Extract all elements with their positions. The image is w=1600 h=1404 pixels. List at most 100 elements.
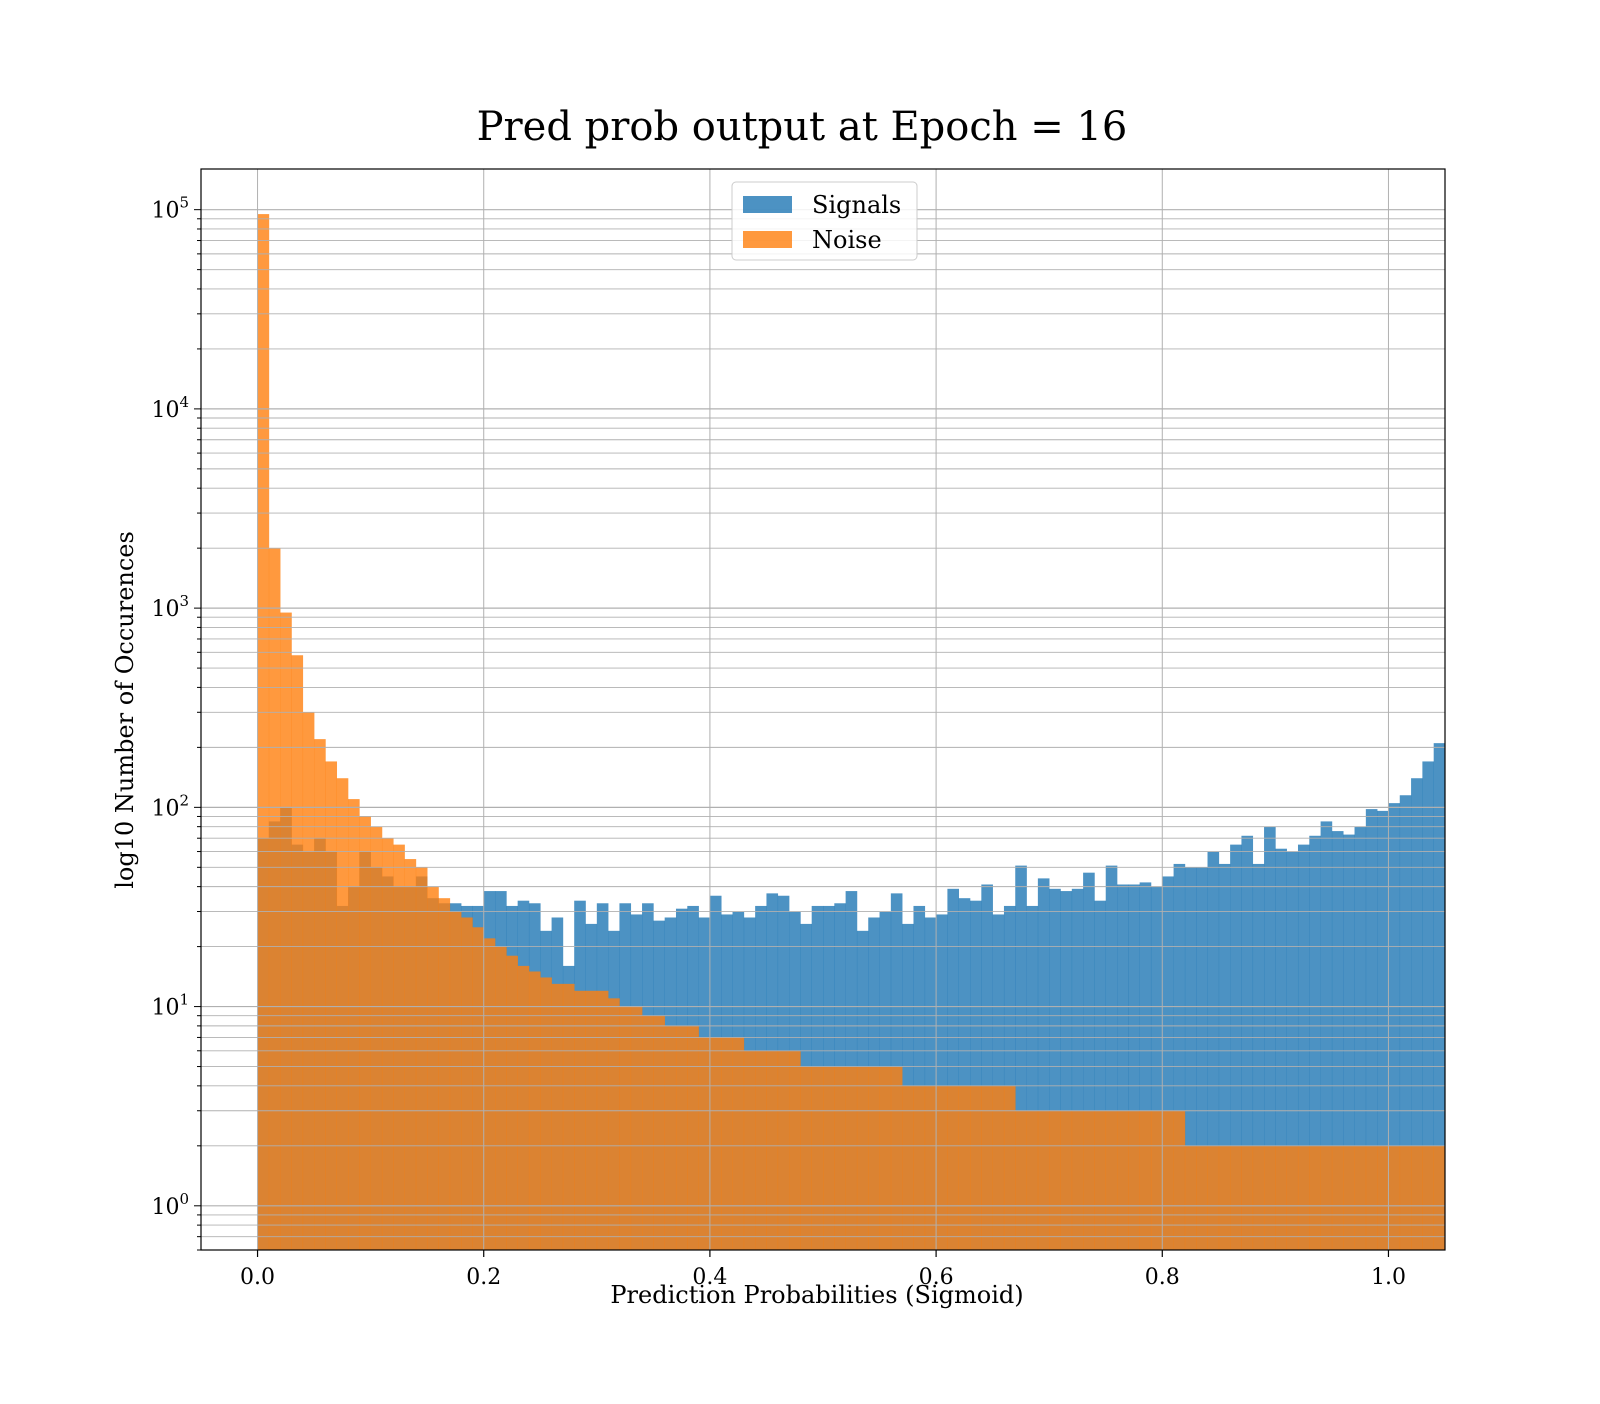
- histogram-bar: [1117, 884, 1129, 1250]
- histogram-bar: [370, 826, 383, 1250]
- y-tick-label: 100: [151, 1190, 189, 1220]
- histogram-bar: [834, 1066, 846, 1250]
- histogram-bar: [348, 799, 360, 1250]
- histogram-bar: [992, 1085, 1005, 1250]
- histogram-bar: [868, 1066, 880, 1250]
- histogram-bar: [653, 1015, 665, 1250]
- histogram-bar: [1365, 1145, 1378, 1250]
- histogram-bar: [947, 888, 960, 1250]
- histogram-bar: [1241, 835, 1254, 1250]
- histogram-bar: [1037, 1110, 1050, 1250]
- histogram-bar: [789, 1050, 801, 1250]
- histogram-bar: [381, 838, 394, 1250]
- histogram-bar: [1071, 1110, 1084, 1250]
- histogram-bar: [675, 1025, 688, 1250]
- histogram-bar: [506, 955, 518, 1250]
- legend-swatch-signals: [743, 196, 792, 213]
- histogram-bar: [1060, 1110, 1073, 1250]
- histogram-bar: [1037, 878, 1050, 1250]
- histogram-bar: [1252, 863, 1265, 1250]
- histogram-bar: [630, 1006, 643, 1250]
- histogram-bar: [755, 1050, 767, 1250]
- histogram-bar: [1184, 867, 1197, 1250]
- histogram-bar: [449, 911, 462, 1250]
- histogram-bar: [472, 927, 485, 1250]
- histogram-bar: [811, 1066, 824, 1250]
- histogram-bar: [1275, 848, 1287, 1250]
- histogram-bar: [336, 778, 349, 1250]
- legend-label-noise: Noise: [812, 226, 882, 254]
- histogram-bar: [1083, 872, 1095, 1250]
- histogram-bar: [936, 1085, 948, 1250]
- y-tick-label: 105: [151, 194, 189, 224]
- y-tick-exponent: 3: [179, 592, 189, 610]
- x-tick-label: 0.6: [919, 1265, 954, 1290]
- histogram-bar: [924, 917, 937, 1250]
- x-tick-label: 0.8: [1145, 1265, 1180, 1290]
- histogram-bar: [1128, 1110, 1140, 1250]
- histogram-bar: [314, 739, 326, 1250]
- y-tick-label: 102: [151, 791, 189, 821]
- histogram-bar: [1083, 1110, 1095, 1250]
- y-tick-label: 103: [151, 592, 189, 622]
- y-tick-exponent: 1: [179, 991, 189, 1009]
- histogram-bar: [845, 1066, 858, 1250]
- y-tick-base: 10: [151, 398, 179, 423]
- histogram-bar: [1026, 1110, 1039, 1250]
- histogram-bar: [1003, 905, 1016, 1250]
- histogram-bar: [1297, 1145, 1310, 1250]
- histogram-bar: [1331, 1145, 1344, 1250]
- histogram-bar: [1275, 1145, 1287, 1250]
- histogram-bar: [528, 971, 541, 1250]
- y-tick-base: 10: [151, 996, 179, 1021]
- histogram-bar: [1388, 803, 1401, 1250]
- histogram-bar: [913, 1085, 926, 1250]
- y-tick-base: 10: [151, 796, 179, 821]
- y-tick-base: 10: [151, 597, 179, 622]
- histogram-bar: [1433, 1145, 1445, 1250]
- histogram-bar: [1173, 1110, 1186, 1250]
- histogram-bar: [970, 900, 982, 1250]
- histogram-bar: [1049, 888, 1061, 1250]
- y-tick-exponent: 0: [179, 1190, 189, 1208]
- histogram-bar: [642, 1015, 654, 1250]
- y-tick-exponent: 4: [179, 393, 189, 411]
- histogram-bar: [291, 655, 304, 1250]
- histogram-bar: [1264, 1145, 1276, 1250]
- histogram-bar: [1433, 743, 1445, 1250]
- histogram-bar: [461, 917, 473, 1250]
- histogram-bar: [1015, 865, 1027, 1250]
- histogram-bar: [1196, 867, 1208, 1250]
- histogram-bar: [924, 1085, 937, 1250]
- histogram-bar: [1139, 1110, 1152, 1250]
- histogram-bar: [1105, 865, 1118, 1250]
- histogram-bar: [404, 859, 417, 1250]
- y-tick-base: 10: [151, 199, 179, 224]
- histogram-bar: [1264, 826, 1276, 1250]
- histogram-bar: [1026, 905, 1039, 1250]
- y-tick-exponent: 5: [179, 194, 189, 212]
- histogram-bar: [574, 990, 586, 1250]
- histogram-bar: [902, 1085, 914, 1250]
- histogram-bar: [766, 1050, 779, 1250]
- histogram-bar: [958, 1085, 971, 1250]
- histogram-bar: [1015, 1110, 1027, 1250]
- histogram-bar: [562, 983, 575, 1250]
- histogram-bar: [1297, 844, 1310, 1250]
- histogram-bar: [302, 712, 315, 1250]
- histogram-bar: [1117, 1110, 1129, 1250]
- histogram-bar: [1309, 835, 1321, 1250]
- histogram-bar: [1218, 1145, 1231, 1250]
- histogram-bar: [1320, 821, 1333, 1250]
- histogram-bar: [823, 1066, 835, 1250]
- histogram-bar: [415, 867, 428, 1250]
- histogram-bar: [981, 1085, 993, 1250]
- histogram-bar: [540, 977, 552, 1250]
- histogram-bar: [1377, 1145, 1389, 1250]
- histogram-bar: [517, 965, 530, 1250]
- histogram-bar: [1071, 888, 1084, 1250]
- histogram-bar: [1162, 1110, 1174, 1250]
